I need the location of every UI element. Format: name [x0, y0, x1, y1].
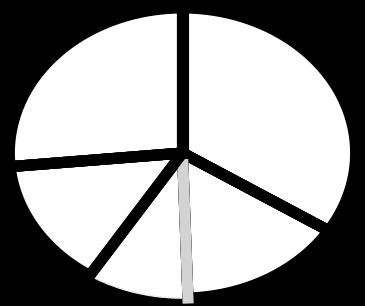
Polygon shape	[182, 153, 329, 298]
Polygon shape	[9, 8, 182, 167]
Polygon shape	[182, 8, 356, 231]
Polygon shape	[90, 153, 188, 298]
Polygon shape	[10, 153, 182, 275]
